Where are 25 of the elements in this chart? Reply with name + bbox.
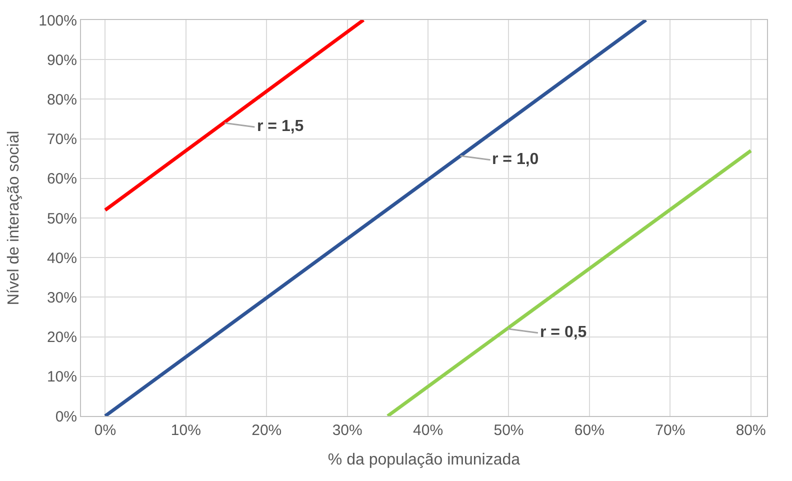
y-tick-label: 60% [46,170,77,188]
y-tick-label: 70% [46,131,77,148]
y-tick-label: 50% [46,210,77,228]
x-tick-label: 40% [413,422,444,439]
x-tick-label: 10% [170,422,201,439]
x-tick-label: 60% [574,422,604,439]
y-axis-title: Nível de interação social [6,130,23,306]
annotation: r = 0,5 [540,324,587,341]
y-tick-label: 10% [46,368,77,386]
x-tick-label: 0% [94,422,116,439]
y-tick-label: 100% [38,12,77,30]
x-tick-label: 20% [252,422,282,439]
x-tick-label: 50% [494,422,524,439]
x-tick-label: 80% [736,422,766,439]
x-tick-label: 70% [655,422,686,439]
y-tick-label: 0% [55,408,77,426]
x-tick-label: 30% [332,422,362,439]
y-tick-label: 80% [46,91,77,108]
annotation: r = 1,5 [257,118,304,135]
y-tick-label: 40% [46,250,77,267]
y-tick-label: 20% [46,329,77,346]
x-axis-title: % da população imunizada [328,452,520,469]
y-tick-label: 30% [46,289,77,306]
y-tick-label: 90% [46,52,77,69]
annotation: r = 1,0 [492,151,539,168]
